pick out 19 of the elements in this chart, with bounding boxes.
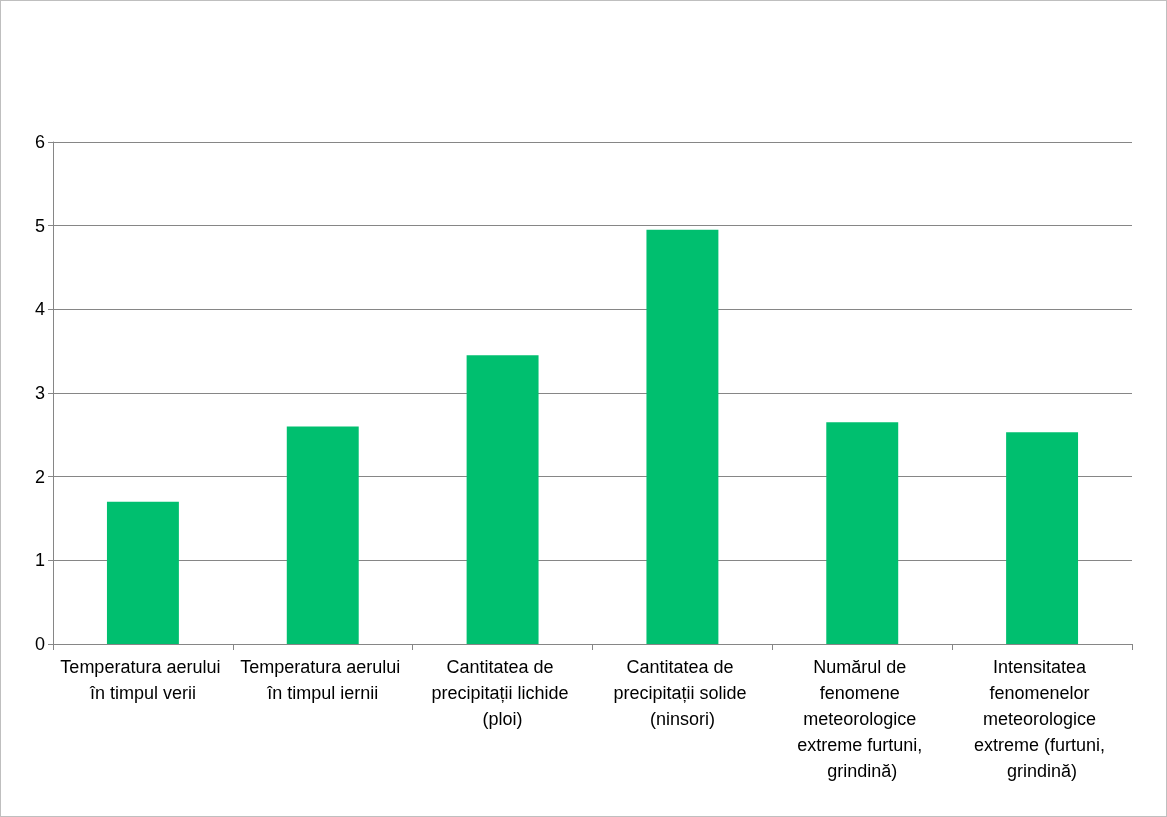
y-tick-label: 3 [34, 383, 45, 403]
y-tick-label: 2 [34, 466, 45, 487]
bar [286, 426, 359, 644]
bar [1006, 432, 1079, 644]
x-tick-label: Numărul de fenomene meteorologice extreme furtuni, grindină) [797, 657, 928, 781]
bar [646, 229, 719, 644]
bar [826, 422, 899, 644]
y-tick-label: 0 [34, 634, 45, 654]
x-tick-label: Intensitatea fenomenelor meteorologice extreme (furtuni, grindină) [974, 657, 1111, 781]
y-tick-label: 5 [34, 215, 45, 236]
y-tick-label: 6 [34, 132, 45, 152]
x-tick-label: Temperatura aerului în timpul iernii [240, 657, 406, 703]
bar [106, 501, 179, 644]
x-tick-label: Cantitatea de precipitații lichide (ploi) [431, 657, 574, 729]
y-tick-label: 1 [34, 550, 45, 571]
x-tick-label: Temperatura aerului în timpul verii [60, 657, 226, 703]
x-tick-label: Cantitatea de precipitații solide (ninsori) [613, 657, 752, 729]
bar [466, 355, 539, 644]
y-tick-label: 4 [34, 299, 45, 320]
